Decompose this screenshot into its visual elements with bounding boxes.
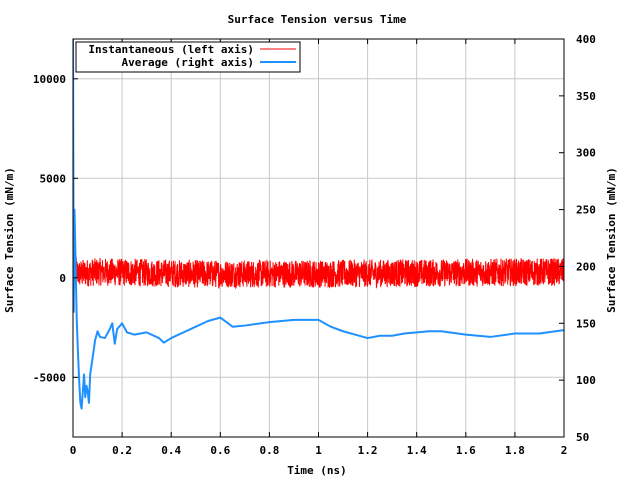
y-right-tick-label: 300 xyxy=(576,147,596,160)
y-right-tick-label: 350 xyxy=(576,90,596,103)
legend-label-average: Average (right axis) xyxy=(122,56,254,69)
x-tick-label: 0.6 xyxy=(210,444,230,457)
y-left-tick-label: 0 xyxy=(59,272,66,285)
x-tick-label: 0.8 xyxy=(259,444,279,457)
ticks-layer: 0 0.2 0.4 0.6 0.8 1 1.2 1.4 1.6 1.8 2 -5000 0 5000 100… xyxy=(33,33,596,457)
y-left-tick-label: 5000 xyxy=(40,172,67,185)
series-line-instantaneous xyxy=(73,48,564,290)
y-left-tick-label: 10000 xyxy=(33,73,66,86)
y-left-tick-label: -5000 xyxy=(33,371,66,384)
y-right-tick-label: 400 xyxy=(576,33,596,46)
chart-title: Surface Tension versus Time xyxy=(228,13,407,26)
left-axis-label: Surface Tension (mN/m) xyxy=(3,167,16,313)
x-tick-label: 1.8 xyxy=(505,444,525,457)
x-tick-label: 1.2 xyxy=(358,444,378,457)
x-tick-label: 1.6 xyxy=(456,444,476,457)
x-axis-label: Time (ns) xyxy=(287,464,347,477)
y-right-tick-label: 250 xyxy=(576,204,596,217)
legend-box xyxy=(75,41,301,73)
y-right-tick-label: 50 xyxy=(576,431,589,444)
y-right-tick-label: 100 xyxy=(576,374,596,387)
x-tick-label: 0 xyxy=(70,444,77,457)
legend: Instantaneous (left axis) Average (right… xyxy=(75,41,301,73)
right-axis-label: Surface Tension (mN/m) xyxy=(605,167,618,313)
series-line-average xyxy=(73,39,564,410)
series-layer xyxy=(73,39,564,410)
y-right-tick-label: 150 xyxy=(576,317,596,330)
x-tick-label: 0.4 xyxy=(161,444,181,457)
x-tick-label: 1 xyxy=(315,444,322,457)
y-right-tick-label: 200 xyxy=(576,260,596,273)
x-tick-label: 0.2 xyxy=(112,444,132,457)
grid xyxy=(73,39,564,437)
legend-label-instantaneous: Instantaneous (left axis) xyxy=(88,43,254,56)
x-tick-label: 2 xyxy=(561,444,568,457)
x-tick-label: 1.4 xyxy=(407,444,427,457)
